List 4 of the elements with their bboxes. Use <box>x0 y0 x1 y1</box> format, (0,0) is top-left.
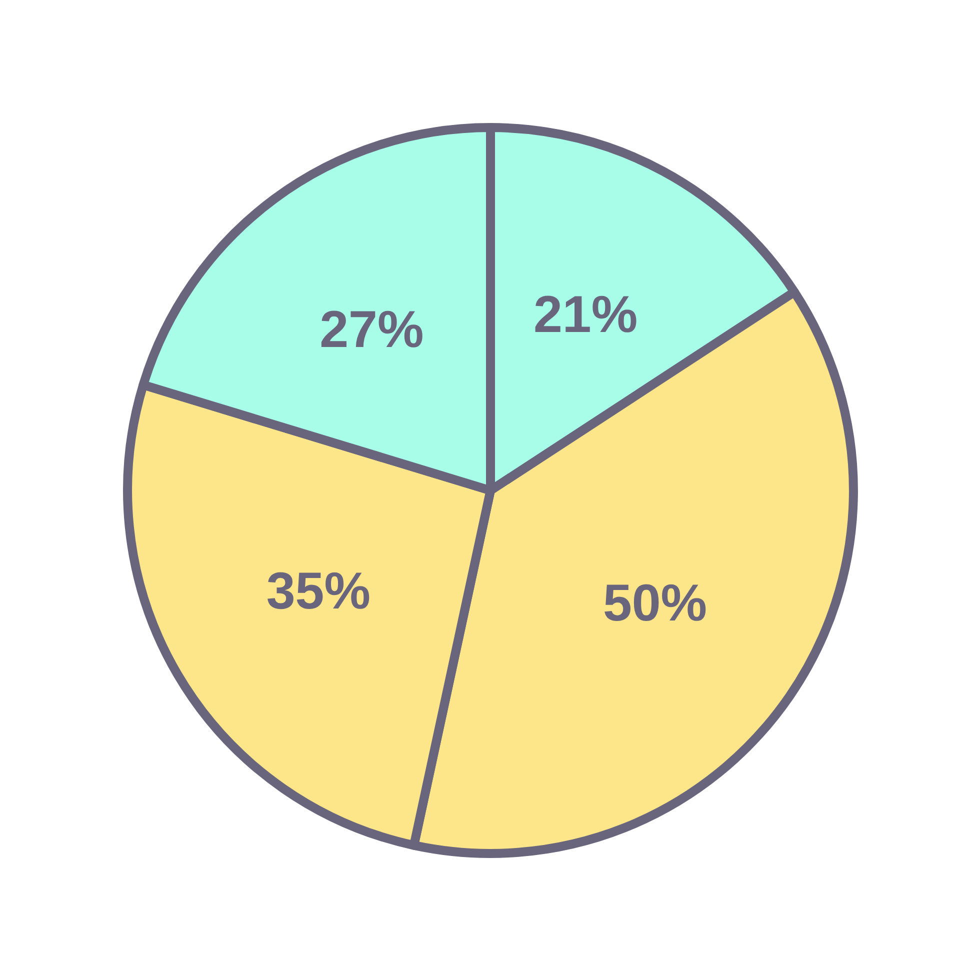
data-label: 35% <box>266 562 370 621</box>
data-label: 27% <box>320 301 424 360</box>
data-label: 21% <box>533 286 638 344</box>
data-label: 50% <box>602 574 708 633</box>
